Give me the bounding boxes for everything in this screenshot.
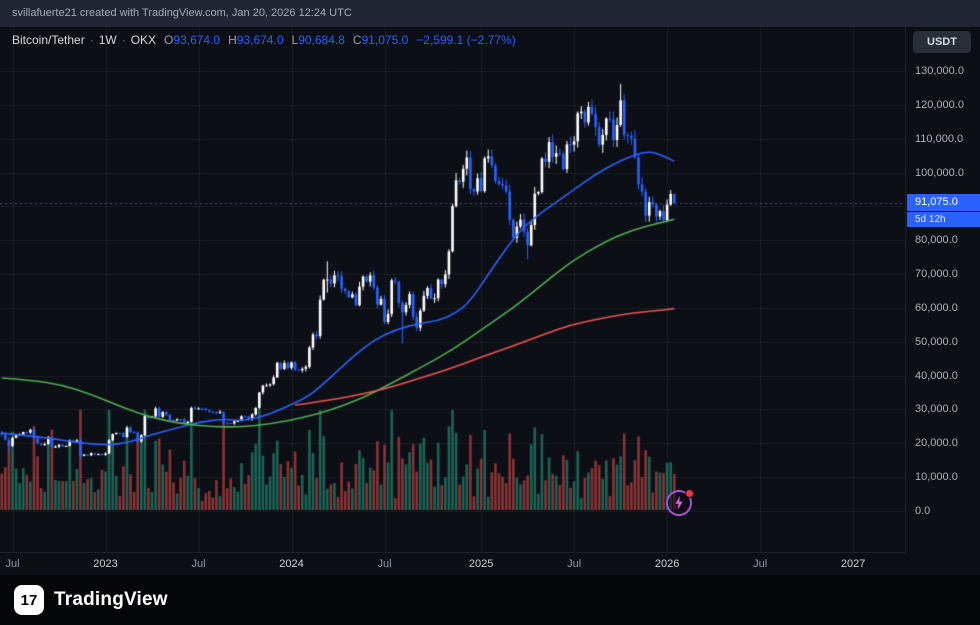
low-value: 90,684.8 — [298, 33, 345, 47]
price-axis-label: 130,000.0 — [915, 65, 964, 77]
price-axis-label: 50,000.0 — [915, 335, 958, 348]
change-value: −2,599.1 (−2.77%) — [416, 33, 516, 47]
time-axis-label: Jul — [191, 558, 206, 570]
time-axis-label: 2024 — [279, 558, 304, 570]
boost-lightning-icon[interactable] — [666, 489, 694, 516]
high-label: H — [228, 33, 237, 47]
price-axis-label: 0.0 — [915, 505, 931, 517]
time-axis-label: 2025 — [468, 558, 494, 570]
exchange-label[interactable]: OKX — [130, 33, 157, 47]
separator-dot: · — [89, 33, 94, 47]
time-axis-label: Jul — [5, 558, 20, 570]
low-label: L — [291, 33, 299, 47]
price-axis-label: 20,000.0 — [915, 437, 958, 450]
time-axis-label: 2023 — [93, 558, 118, 570]
bar-countdown-label: 5d 12h — [907, 211, 980, 227]
tradingview-logo-mark: 17 — [14, 585, 44, 615]
time-axis[interactable]: Jul 2023 Jul 2024 Jul 2025 Jul 2026 Jul 2027 — [0, 552, 905, 576]
price-axis-label: 30,000.0 — [915, 403, 958, 416]
price-axis-label: 60,000.0 — [915, 301, 958, 314]
footer: 17 TradingView — [0, 575, 980, 625]
last-price-label: 91,075.0 — [907, 193, 980, 211]
open-value: 93,674.0 — [173, 33, 221, 47]
currency-button[interactable]: USDT — [913, 31, 971, 53]
price-axis[interactable]: USDT 130,000.0 120,000.0 110,000.0 100,000.… — [905, 26, 980, 552]
high-value: 93,674.0 — [236, 33, 284, 47]
price-axis-label: 80,000.0 — [915, 234, 958, 247]
time-axis-label: Jul — [753, 558, 768, 570]
time-axis-label: 2026 — [654, 558, 680, 570]
time-axis-label: Jul — [567, 558, 582, 570]
bar-countdown-value: 5d 12h — [915, 213, 946, 225]
chart-canvas[interactable] — [0, 26, 905, 552]
price-axis-label: 10,000.0 — [915, 471, 958, 484]
time-axis-label: 2027 — [840, 558, 866, 570]
tradingview-logo[interactable]: 17 TradingView — [14, 585, 168, 615]
price-axis-label: 100,000.0 — [915, 166, 964, 179]
close-label: C — [352, 33, 362, 47]
logo-mark-text: 17 — [20, 591, 38, 609]
attribution-bar: svillafuerte21 created with TradingView.… — [0, 0, 980, 27]
price-axis-label: 70,000.0 — [915, 268, 958, 281]
brand-name: TradingView — [54, 589, 168, 610]
separator-dot: · — [121, 33, 126, 47]
last-price-value: 91,075.0 — [915, 195, 958, 208]
symbol-legend: Bitcoin/Tether · 1W · OKX O93,674.0 H93,674.0 L… — [12, 33, 516, 47]
lightning-bolt-icon — [675, 496, 683, 510]
attribution-text: svillafuerte21 created with TradingView.… — [12, 7, 352, 19]
price-axis-label: 120,000.0 — [915, 98, 964, 111]
price-axis-label: 40,000.0 — [915, 369, 958, 382]
symbol-name[interactable]: Bitcoin/Tether — [12, 33, 85, 47]
close-value: 91,075.0 — [361, 33, 409, 47]
time-axis-label: Jul — [377, 558, 392, 570]
open-label: O — [164, 33, 174, 47]
interval-label[interactable]: 1W — [98, 33, 117, 47]
notification-dot — [685, 489, 694, 498]
price-axis-label: 110,000.0 — [915, 132, 964, 145]
